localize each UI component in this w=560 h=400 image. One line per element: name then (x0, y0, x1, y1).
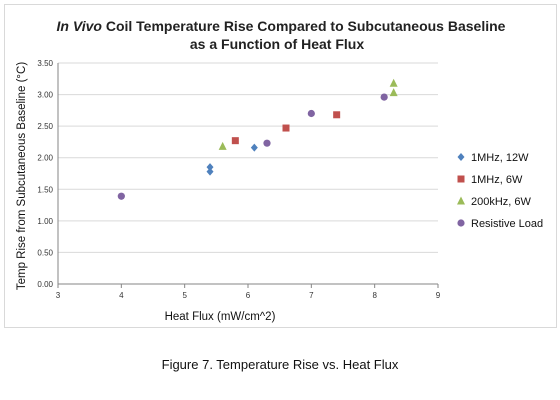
data-point-triangle-2-2 (389, 78, 398, 87)
data-point-square-1-1 (282, 124, 290, 132)
x-tick-label: 7 (309, 291, 314, 300)
data-point-circle-3-0 (117, 192, 125, 200)
chart-title-line2: as a Function of Heat Flux (190, 36, 364, 52)
chart-title-line1: In Vivo Coil Temperature Rise Compared t… (57, 18, 506, 34)
y-tick-label: 1.00 (37, 217, 53, 226)
chart-frame: In Vivo Coil Temperature Rise Compared t… (4, 4, 557, 328)
data-point-triangle-2-0 (218, 141, 227, 150)
y-tick-label: 0.50 (37, 248, 53, 257)
y-tick-labels: 0.00 0.50 1.00 1.50 2.00 2.50 3.00 3.50 (37, 59, 53, 289)
gridlines (58, 62, 438, 253)
legend-marker-triangle (457, 196, 465, 205)
y-tick-label: 2.00 (37, 154, 53, 163)
y-axis-title: Temp Rise from Subcutaneous Baseline (°C… (16, 62, 28, 290)
y-tick-label: 3.00 (37, 91, 53, 100)
data-point-circle-3-1 (263, 139, 271, 147)
chart-title-rest: Coil Temperature Rise Compared to Subcut… (102, 18, 506, 34)
x-tick-label: 4 (119, 291, 124, 300)
y-tick-label: 2.50 (37, 122, 53, 131)
data-point-circle-3-3 (380, 93, 388, 101)
figure-caption: Figure 7. Temperature Rise vs. Heat Flux (161, 357, 399, 372)
axes (57, 63, 439, 288)
x-tick-label: 6 (246, 291, 251, 300)
legend-marker-square (457, 175, 465, 183)
data-point-diamond-0-2 (250, 143, 258, 152)
chart-title-italic: In Vivo (57, 18, 103, 34)
x-tick-label: 9 (436, 291, 441, 300)
x-tick-label: 8 (372, 291, 377, 300)
data-point-square-1-2 (333, 111, 341, 119)
legend-label: Resistive Load (471, 218, 543, 230)
y-tick-label: 3.50 (37, 59, 53, 68)
data-point-triangle-2-1 (389, 88, 398, 97)
legend-marker-diamond (457, 153, 465, 161)
legend-label: 1MHz, 12W (471, 152, 529, 164)
x-axis-title: Heat Flux (mW/cm^2) (165, 311, 276, 323)
x-tick-labels: 3 4 5 6 7 8 9 (56, 291, 441, 300)
data-points (117, 78, 398, 200)
data-point-diamond-0-1 (206, 163, 214, 172)
y-tick-label: 0.00 (37, 280, 53, 289)
data-point-diamond-0-0 (206, 167, 214, 176)
legend-label: 1MHz, 6W (471, 174, 523, 186)
y-tick-label: 1.50 (37, 185, 53, 194)
legend-marker-circle (457, 219, 465, 227)
x-tick-label: 5 (182, 291, 187, 300)
data-point-circle-3-2 (307, 109, 315, 118)
legend-label: 200kHz, 6W (471, 196, 532, 208)
scatter-chart: In Vivo Coil Temperature Rise Compared t… (16, 18, 543, 323)
legend: 1MHz, 12W 1MHz, 6W 200kHz, 6W Resistive Loa… (457, 152, 543, 230)
x-tick-label: 3 (56, 291, 61, 300)
data-point-square-1-0 (231, 137, 239, 145)
